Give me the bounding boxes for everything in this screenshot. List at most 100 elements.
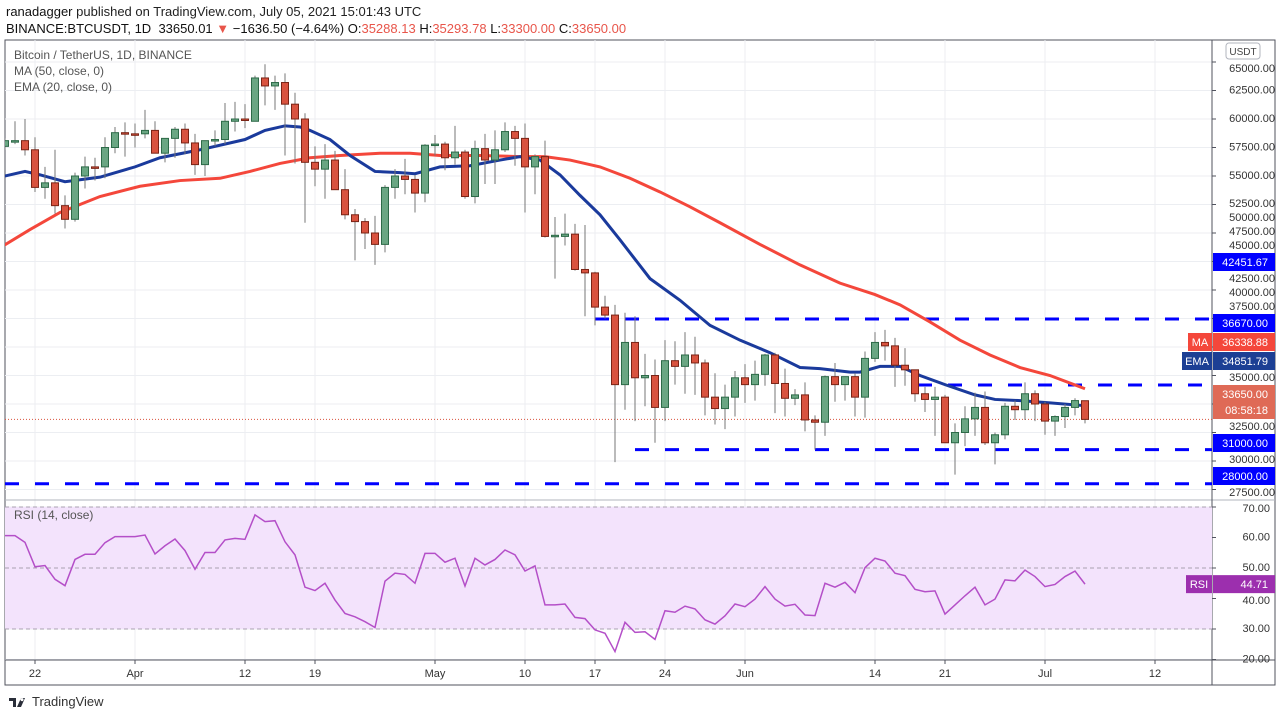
candle-body — [1031, 393, 1039, 405]
candle-body — [921, 393, 929, 400]
candle — [1001, 402, 1009, 440]
candle — [5, 138, 9, 150]
candle-body — [801, 394, 809, 421]
level-tag-label: 42451.67 — [1222, 257, 1268, 269]
candle — [971, 392, 979, 436]
candle-body — [571, 233, 579, 270]
candle-body — [161, 137, 169, 154]
price-tick-label: 62500.00 — [1229, 85, 1275, 97]
candle — [421, 144, 429, 203]
candle-body — [651, 375, 659, 408]
candle — [461, 149, 469, 199]
candle-body — [141, 129, 149, 135]
legend-rsi[interactable]: RSI (14, close) — [14, 508, 94, 522]
level-tag-box — [1213, 434, 1275, 452]
last-price-tag-box — [1213, 385, 1275, 419]
candle — [741, 364, 749, 403]
level-tag-box — [1213, 253, 1275, 271]
candle-body — [841, 376, 849, 386]
candle — [691, 336, 699, 395]
candle — [591, 271, 599, 326]
candle-body — [271, 82, 279, 87]
tradingview-logo[interactable]: TradingView — [8, 694, 104, 709]
candle-body — [411, 178, 419, 194]
candle — [771, 352, 779, 414]
candle-body — [191, 142, 199, 166]
ma-name-box — [1188, 333, 1212, 351]
candle-body — [221, 120, 229, 141]
close-value: 33650.00 — [571, 21, 627, 36]
candle — [41, 166, 49, 199]
candle-body — [1061, 406, 1069, 418]
candle — [711, 373, 719, 425]
published-text: published on TradingView.com, July 05, 2… — [76, 4, 422, 19]
candle-body — [991, 434, 999, 444]
time-tick-label: Apr — [126, 668, 143, 680]
price-tick-label: 32500.00 — [1229, 421, 1275, 433]
candle — [621, 312, 629, 410]
candle — [191, 133, 199, 175]
rsi-tick-label: 40.00 — [1242, 595, 1270, 607]
candle-body — [781, 382, 789, 399]
candle — [861, 351, 869, 418]
candle — [881, 329, 889, 361]
candle-body — [751, 373, 759, 386]
candle — [731, 370, 739, 417]
candle-body — [911, 369, 919, 395]
candle — [151, 121, 159, 154]
rsi-tick-label: 70.00 — [1242, 503, 1270, 515]
candle-body — [831, 376, 839, 386]
candle-body — [501, 131, 509, 151]
candle — [101, 137, 109, 179]
main-pane — [5, 64, 1212, 486]
time-tick-label: 12 — [1149, 668, 1161, 680]
candle — [551, 217, 559, 279]
candle — [871, 332, 879, 362]
candle — [761, 353, 769, 386]
time-tick-label: 21 — [939, 668, 951, 680]
candle — [851, 373, 859, 417]
legend-ema[interactable]: EMA (20, close, 0) — [14, 80, 113, 94]
low-value: 33300.00 — [501, 21, 556, 36]
candle — [11, 121, 19, 145]
candle-body — [1051, 416, 1059, 422]
price-tick-label: 37500.00 — [1229, 301, 1275, 313]
candle — [411, 174, 419, 213]
candle-body — [551, 234, 559, 238]
candle-body — [331, 159, 339, 191]
candle — [911, 369, 919, 402]
candle — [171, 126, 179, 158]
candle — [1061, 404, 1069, 428]
candle — [341, 169, 349, 220]
price-tick-label: 65000.00 — [1229, 63, 1275, 75]
price-tick-label: 35000.00 — [1229, 372, 1275, 384]
candle-body — [401, 175, 409, 180]
candle-body — [301, 118, 309, 163]
candle-body — [691, 354, 699, 364]
candle — [221, 103, 229, 145]
candle — [831, 362, 839, 402]
candle-body — [461, 151, 469, 198]
ma50-line — [5, 151, 1086, 391]
price-tick-label: 57500.00 — [1229, 142, 1275, 154]
candle — [561, 213, 569, 246]
candle — [31, 137, 39, 192]
candle — [811, 415, 819, 450]
candle — [951, 423, 959, 475]
candle — [941, 394, 949, 444]
legend-ma[interactable]: MA (50, close, 0) — [14, 64, 105, 78]
candle-body — [31, 149, 39, 188]
time-tick-label: Jun — [736, 668, 754, 680]
author: ranadagger — [6, 4, 73, 19]
ma-name-label: MA — [1192, 337, 1209, 349]
candle-body — [151, 129, 159, 154]
candle-body — [881, 341, 889, 347]
candle — [231, 101, 239, 132]
candle-body — [931, 396, 939, 400]
close-label: C: — [558, 21, 572, 36]
candle-body — [941, 396, 949, 444]
candle — [431, 134, 439, 156]
candle — [841, 376, 849, 401]
candle — [1041, 401, 1049, 435]
